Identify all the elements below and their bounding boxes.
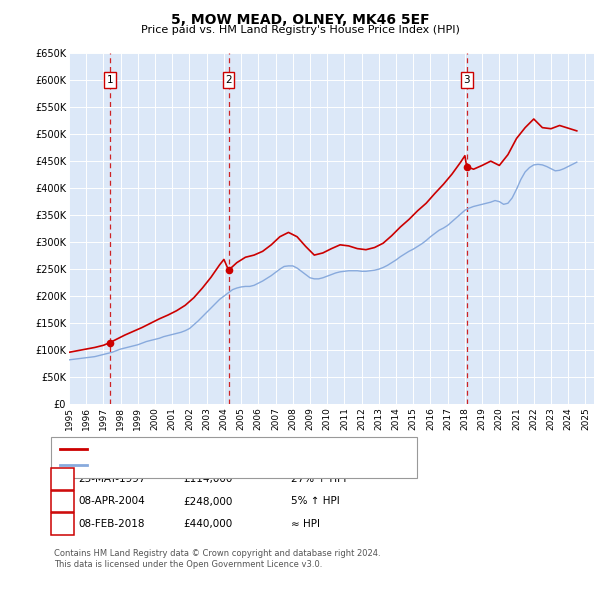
Text: £114,000: £114,000 (183, 474, 232, 484)
Text: ≈ HPI: ≈ HPI (291, 519, 320, 529)
Text: HPI: Average price, detached house, Milton Keynes: HPI: Average price, detached house, Milt… (91, 460, 345, 470)
Text: 08-APR-2004: 08-APR-2004 (78, 497, 145, 506)
Text: £248,000: £248,000 (183, 497, 232, 506)
Text: 5% ↑ HPI: 5% ↑ HPI (291, 497, 340, 506)
Text: 1: 1 (107, 75, 113, 85)
Text: 27% ↑ HPI: 27% ↑ HPI (291, 474, 346, 484)
Text: 5, MOW MEAD, OLNEY, MK46 5EF (detached house): 5, MOW MEAD, OLNEY, MK46 5EF (detached h… (91, 444, 349, 454)
Text: 23-MAY-1997: 23-MAY-1997 (78, 474, 146, 484)
Text: 2: 2 (59, 497, 66, 506)
Text: 2: 2 (225, 75, 232, 85)
Text: 3: 3 (463, 75, 470, 85)
Text: £440,000: £440,000 (183, 519, 232, 529)
Text: 5, MOW MEAD, OLNEY, MK46 5EF: 5, MOW MEAD, OLNEY, MK46 5EF (170, 13, 430, 27)
Text: Price paid vs. HM Land Registry's House Price Index (HPI): Price paid vs. HM Land Registry's House … (140, 25, 460, 35)
Text: This data is licensed under the Open Government Licence v3.0.: This data is licensed under the Open Gov… (54, 560, 322, 569)
Text: 3: 3 (59, 519, 66, 529)
Text: Contains HM Land Registry data © Crown copyright and database right 2024.: Contains HM Land Registry data © Crown c… (54, 549, 380, 558)
Text: 1: 1 (59, 474, 66, 484)
Text: 08-FEB-2018: 08-FEB-2018 (78, 519, 145, 529)
